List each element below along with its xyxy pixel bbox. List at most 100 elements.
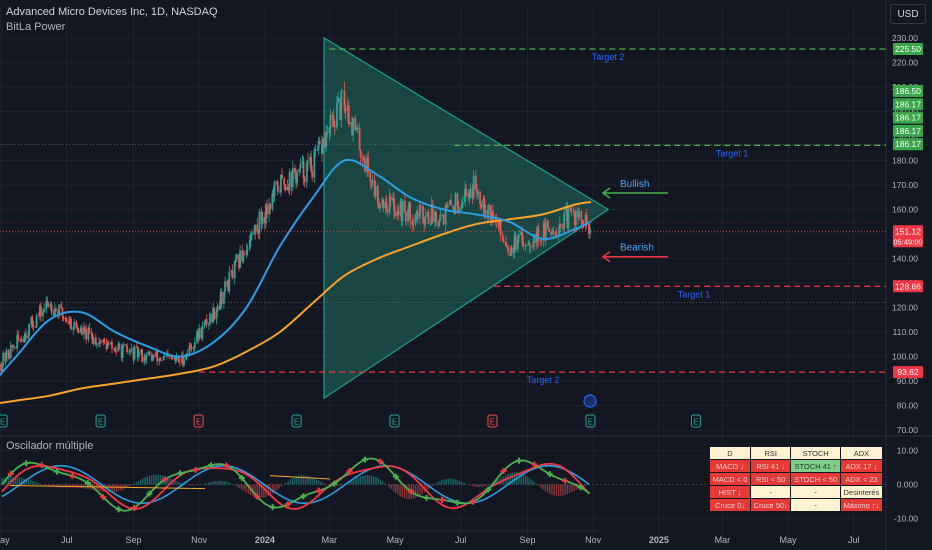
candle-body [91,334,94,344]
candle-body [294,167,296,173]
candle-body [480,204,483,208]
candle-body [418,205,421,219]
candle-body [426,211,429,217]
candle-body [32,325,35,328]
candle-body [337,97,339,103]
candle-body [438,220,441,226]
triangle-pattern [323,36,610,400]
osc-histogram-bar [274,484,276,492]
osc-histogram-bar [166,476,168,485]
candle-body [477,191,479,195]
time-tick-label: Jul [848,535,860,545]
candle-body [352,118,355,136]
osc-histogram-bar [469,484,472,486]
osc-histogram-bar [564,484,566,495]
candle-body [537,226,540,241]
table-cell: - [790,498,841,512]
candle-body [201,325,204,339]
candle-body [212,307,215,322]
candle-body [102,339,105,343]
earnings-marker-label: E [294,418,299,427]
candle-body [565,208,568,214]
candle-body [552,230,555,233]
earnings-marker-label: E [693,418,698,427]
candle-body [563,213,566,229]
osc-histogram-bar [373,476,375,485]
candle-body [42,310,44,317]
candle-body [45,301,48,310]
osc-histogram-bar [47,484,49,486]
candle-body [13,346,15,348]
osc-cross-marker [516,457,522,464]
osc-histogram-bar [425,484,428,491]
candle-body [88,327,91,334]
candle-body [536,226,539,243]
candle-body [471,188,474,198]
candle-body [309,157,311,162]
osc-histogram-bar [379,479,382,485]
candle-body [77,330,80,333]
candle-body [427,211,430,224]
osc-histogram-bar [150,475,153,485]
price-label [893,138,923,151]
candle-body [133,346,136,360]
candle-body [547,220,549,229]
candle-body [150,354,153,361]
osc-histogram-bar [447,478,450,485]
candle-body [113,348,116,349]
earnings-marker [487,414,498,428]
osc-histogram-bar [115,484,118,492]
candle-body [366,157,369,172]
currency-button[interactable]: USD [890,4,926,24]
candle-body [497,221,500,228]
osc-histogram-bar [511,472,514,485]
candle-body [525,244,528,247]
candle-body [388,196,391,214]
osc-histogram-bar [168,477,170,485]
candle-body [35,315,38,327]
candle-body [581,219,584,226]
candle-body [476,189,478,195]
candle-body [64,317,67,321]
candle-body [87,327,90,340]
candle-body [281,174,283,179]
table-cell: ADX 17 ↓ [839,459,884,473]
candle-body [54,308,56,316]
candle-body [302,161,305,179]
osc-histogram-bar [461,481,463,485]
candle-body [135,346,138,348]
candle-body [288,171,291,191]
candle-body [520,232,522,235]
osc-histogram-bar [124,484,126,489]
candle-body [147,351,150,355]
osc-histogram-bar [496,480,498,485]
osc-histogram-bar [271,484,274,494]
table-cell: STOCH 41 ↑ [790,459,841,473]
price-label-text: 186.50 [895,86,921,96]
candle-body [554,232,557,235]
osc-histogram-bar [289,479,291,485]
candle-body [155,351,157,357]
annotation-arrowhead [601,251,611,263]
osc-histogram-bar [368,475,371,485]
candle-body [269,203,272,209]
candle-body [248,239,251,250]
candle-body [562,224,564,229]
earnings-marker [0,414,8,428]
osc-histogram-bar [340,484,342,486]
candle-body [529,246,532,248]
candle-body [185,353,188,360]
candle-body [389,196,392,201]
candle-body [569,207,572,211]
osc-histogram-bar [568,484,571,494]
candle-body [70,318,72,330]
candle-body [173,357,176,359]
candle-body [24,333,27,339]
osc-cross-marker [23,460,30,467]
candle-body [517,234,520,238]
osc-histogram-bar [205,483,208,485]
candle-body [444,205,447,225]
candle-body [205,319,208,325]
price-label [893,366,923,379]
